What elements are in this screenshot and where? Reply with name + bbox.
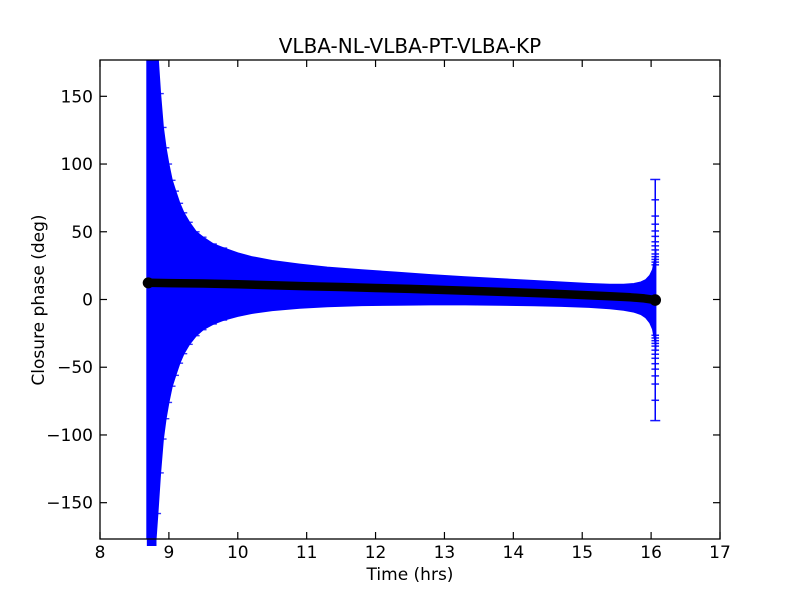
chart-title: VLBA-NL-VLBA-PT-VLBA-KP [279,34,541,58]
x-tick-label: 17 [709,543,731,563]
y-tick-labels: −150 −100 −50 0 50 100 150 [46,87,93,513]
errorbar-axis-overflow [146,538,157,546]
errorbar-overflow-strip [146,538,157,546]
y-tick-label: 100 [61,155,93,175]
x-tick-label: 14 [503,543,525,563]
x-tick-label: 8 [95,543,106,563]
data-point-marker-first [142,277,154,289]
y-tick-label: 0 [82,291,93,311]
errorbar-caps [154,92,661,515]
x-tick-label: 15 [571,543,593,563]
x-axis-label: Time (hrs) [366,565,454,585]
x-tick-labels: 8 9 10 11 12 13 14 15 16 17 [95,543,731,563]
y-tick-label: 150 [61,87,93,107]
y-tick-label: −100 [46,426,93,446]
y-tick-label: 50 [71,223,93,243]
x-tick-label: 16 [640,543,662,563]
closure-phase-series [142,277,662,306]
x-tick-label: 9 [163,543,174,563]
data-point-marker-last [649,294,662,306]
closure-phase-line [143,278,660,305]
x-tick-label: 11 [296,543,318,563]
x-tick-label: 12 [365,543,387,563]
y-axis-label: Closure phase (deg) [29,214,49,385]
x-tick-label: 13 [434,543,456,563]
x-tick-label: 10 [227,543,249,563]
y-tick-label: −50 [57,358,93,378]
axis-ticks [99,60,721,539]
y-tick-label: −150 [46,494,93,514]
